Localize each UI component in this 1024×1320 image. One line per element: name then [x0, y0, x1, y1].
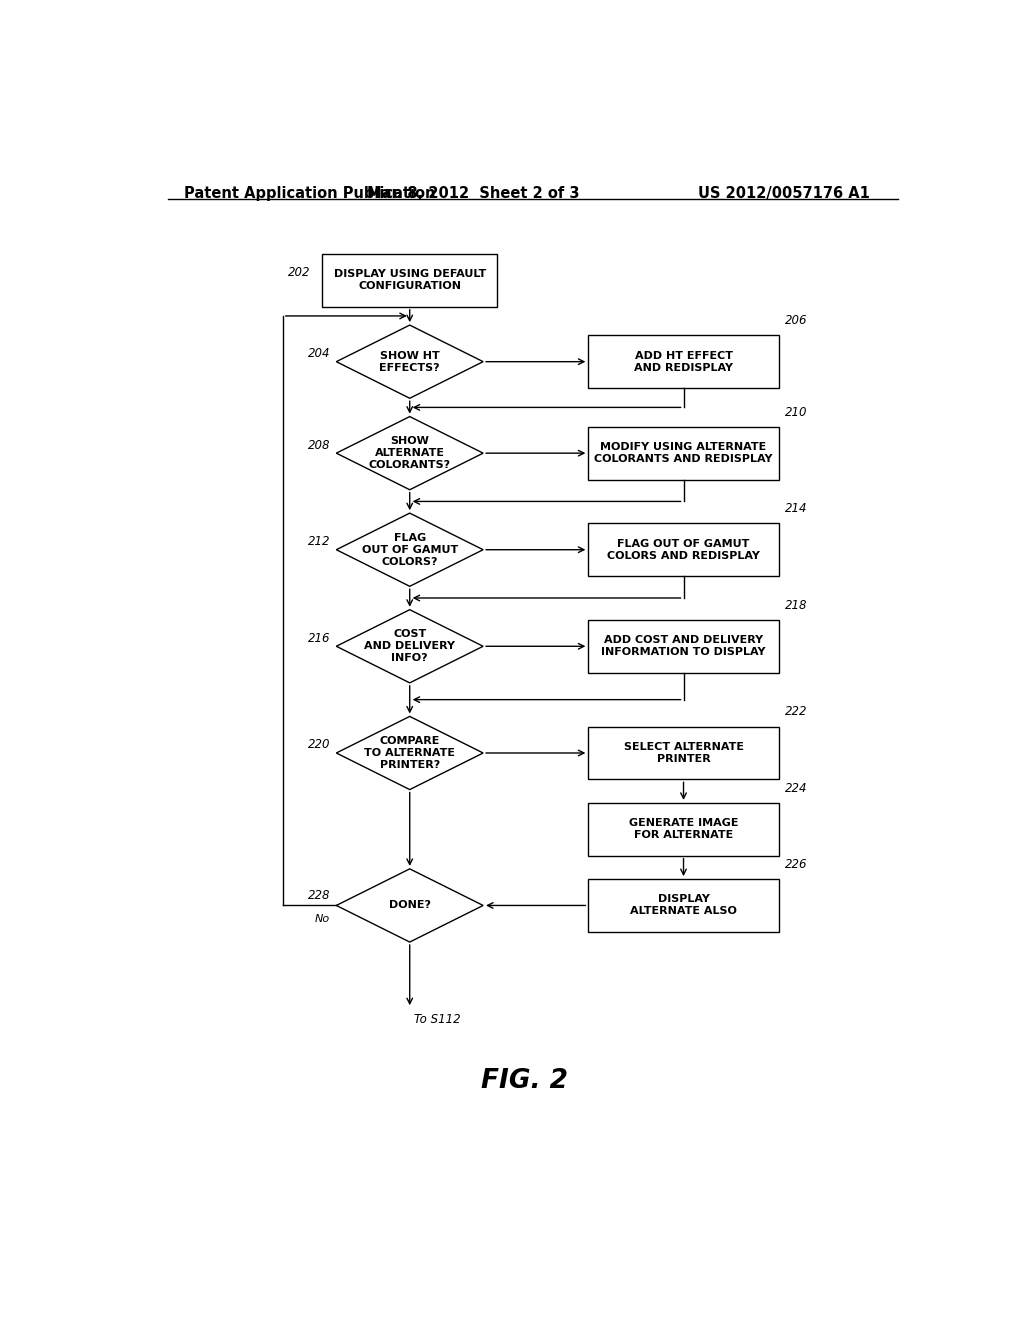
Text: 218: 218 [785, 599, 808, 611]
FancyBboxPatch shape [323, 253, 497, 306]
FancyBboxPatch shape [588, 803, 778, 855]
Text: 210: 210 [785, 405, 808, 418]
FancyBboxPatch shape [588, 726, 778, 779]
Text: DISPLAY
ALTERNATE ALSO: DISPLAY ALTERNATE ALSO [630, 895, 737, 916]
Text: 204: 204 [307, 347, 330, 360]
Text: SHOW HT
EFFECTS?: SHOW HT EFFECTS? [380, 351, 440, 372]
Polygon shape [336, 513, 483, 586]
FancyBboxPatch shape [588, 426, 778, 479]
Text: 206: 206 [785, 314, 808, 327]
Text: ADD HT EFFECT
AND REDISPLAY: ADD HT EFFECT AND REDISPLAY [634, 351, 733, 372]
Text: 226: 226 [785, 858, 808, 871]
Text: Mar. 8, 2012  Sheet 2 of 3: Mar. 8, 2012 Sheet 2 of 3 [367, 186, 580, 201]
Text: COMPARE
TO ALTERNATE
PRINTER?: COMPARE TO ALTERNATE PRINTER? [365, 737, 456, 770]
Text: 228: 228 [307, 888, 330, 902]
Text: Patent Application Publication: Patent Application Publication [183, 186, 435, 201]
Text: SHOW
ALTERNATE
COLORANTS?: SHOW ALTERNATE COLORANTS? [369, 436, 451, 470]
Text: 208: 208 [307, 438, 330, 451]
Text: FLAG
OUT OF GAMUT
COLORS?: FLAG OUT OF GAMUT COLORS? [361, 533, 458, 566]
Text: 214: 214 [785, 502, 808, 515]
Text: GENERATE IMAGE
FOR ALTERNATE: GENERATE IMAGE FOR ALTERNATE [629, 818, 738, 841]
FancyBboxPatch shape [588, 523, 778, 576]
Text: FIG. 2: FIG. 2 [481, 1068, 568, 1094]
Text: US 2012/0057176 A1: US 2012/0057176 A1 [698, 186, 870, 201]
Text: ADD COST AND DELIVERY
INFORMATION TO DISPLAY: ADD COST AND DELIVERY INFORMATION TO DIS… [601, 635, 766, 657]
Text: 216: 216 [307, 632, 330, 644]
Polygon shape [336, 325, 483, 399]
Text: DISPLAY USING DEFAULT
CONFIGURATION: DISPLAY USING DEFAULT CONFIGURATION [334, 269, 485, 292]
Text: FLAG OUT OF GAMUT
COLORS AND REDISPLAY: FLAG OUT OF GAMUT COLORS AND REDISPLAY [607, 539, 760, 561]
Polygon shape [336, 869, 483, 942]
Text: COST
AND DELIVERY
INFO?: COST AND DELIVERY INFO? [365, 630, 456, 663]
Text: 224: 224 [785, 781, 808, 795]
Text: 222: 222 [785, 705, 808, 718]
Text: MODIFY USING ALTERNATE
COLORANTS AND REDISPLAY: MODIFY USING ALTERNATE COLORANTS AND RED… [594, 442, 773, 465]
FancyBboxPatch shape [588, 335, 778, 388]
Text: To S112: To S112 [414, 1014, 461, 1026]
Text: SELECT ALTERNATE
PRINTER: SELECT ALTERNATE PRINTER [624, 742, 743, 764]
Polygon shape [336, 610, 483, 682]
Text: 212: 212 [307, 535, 330, 548]
Polygon shape [336, 417, 483, 490]
Polygon shape [336, 717, 483, 789]
FancyBboxPatch shape [588, 879, 778, 932]
Text: 202: 202 [288, 265, 310, 279]
FancyBboxPatch shape [588, 620, 778, 673]
Text: No: No [314, 913, 330, 924]
Text: 220: 220 [307, 738, 330, 751]
Text: DONE?: DONE? [389, 900, 431, 911]
